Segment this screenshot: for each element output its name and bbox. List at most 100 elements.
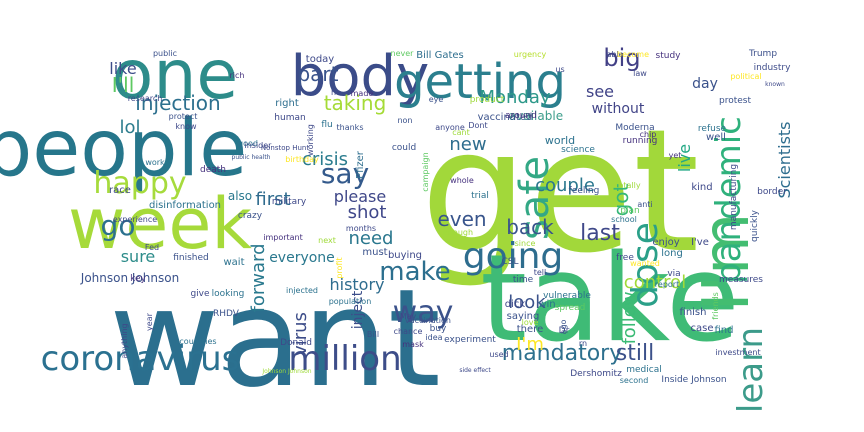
- word-learn: learn: [731, 327, 771, 413]
- word-shot: shot: [348, 202, 387, 223]
- word-rich: rich: [230, 71, 245, 80]
- word-wait: wait: [223, 257, 244, 268]
- word-wanted: wanted: [630, 259, 660, 268]
- word-non: non: [397, 116, 412, 125]
- word-see: see: [586, 82, 614, 101]
- word-like: like: [109, 59, 136, 78]
- word-getting: getting: [394, 54, 566, 110]
- word-safe: safe: [512, 156, 558, 240]
- word-anything: anything: [120, 323, 129, 358]
- word-flu: flu: [321, 120, 332, 130]
- word-want: want: [109, 260, 441, 417]
- word-totally: totally: [615, 181, 641, 190]
- word-pfizer: Pfizer: [355, 150, 366, 179]
- word-couple: couple: [535, 175, 595, 196]
- word-nonstop-hunt: Nonstop Hunt: [261, 144, 309, 152]
- word-time: time: [513, 275, 534, 285]
- word-important: important: [263, 233, 303, 242]
- word-i-m: I'm: [690, 213, 764, 312]
- word-inject: inject: [350, 290, 366, 329]
- word-find: find: [715, 325, 734, 336]
- word-without: without: [592, 101, 645, 117]
- word-tell: tell: [534, 268, 547, 277]
- word-law: law: [633, 69, 647, 78]
- word-csl: CSL: [501, 257, 518, 267]
- word-make: make: [379, 257, 450, 287]
- word-he: he: [331, 88, 341, 97]
- word-virus: virus: [290, 312, 311, 356]
- word-investment: investment: [715, 348, 760, 357]
- word-chip: chip: [640, 130, 657, 139]
- word-mandatory: mandatory: [502, 341, 622, 366]
- word-next: next: [318, 236, 336, 245]
- word-please: please: [334, 187, 386, 206]
- word-may: May: [400, 312, 417, 321]
- word-protest: protest: [719, 96, 751, 106]
- word-i-ll: I'll: [112, 73, 135, 97]
- word-rhdv: RHDV: [213, 309, 240, 319]
- word-plan: plan: [620, 206, 639, 216]
- word-political: political: [730, 72, 761, 81]
- word-made: made: [351, 89, 374, 98]
- word-working: working: [306, 124, 315, 156]
- word-second: second: [620, 376, 649, 385]
- word-control: control: [624, 272, 686, 293]
- word-back: back: [506, 215, 554, 239]
- word-last: last: [580, 221, 620, 246]
- word-months: months: [346, 224, 376, 233]
- word-us: us: [555, 65, 564, 74]
- word-since: since: [515, 239, 536, 248]
- word-bill-gates: Bill Gates: [416, 50, 464, 61]
- word-around: around: [505, 111, 537, 121]
- word-even: even: [437, 207, 486, 231]
- word-i-m: I'm: [516, 334, 544, 355]
- word-population: population: [329, 297, 372, 306]
- word-well: well: [706, 132, 726, 143]
- word-sure: sure: [121, 247, 156, 266]
- word-quickly: quickly: [750, 209, 760, 242]
- word-could: could: [392, 143, 416, 153]
- word-military: military: [272, 197, 307, 207]
- word-forward: forward: [248, 243, 269, 312]
- word-crisis: crisis: [302, 149, 348, 170]
- word-injected: injected: [286, 286, 318, 295]
- word-love: love: [522, 318, 539, 327]
- word-taking: taking: [324, 91, 387, 115]
- word-insider: insider: [245, 141, 273, 150]
- word-trial: trial: [471, 191, 489, 201]
- word-eye: eye: [429, 95, 444, 104]
- word-research: research: [128, 94, 163, 103]
- word-bill: Bill: [367, 330, 379, 339]
- word-today: today: [306, 54, 335, 65]
- word-enough: enough: [443, 228, 473, 237]
- word-anti: anti: [637, 200, 652, 209]
- word-first: first: [255, 189, 290, 210]
- word-experiment: experiment: [444, 335, 496, 345]
- word-johnson-johnson: Johnson Johnson: [261, 368, 311, 375]
- word-thanks: thanks: [337, 123, 364, 132]
- word-refuse: refuse: [698, 124, 727, 134]
- word-dershomitz: Dershomitz: [570, 369, 622, 379]
- word-able: able: [606, 50, 623, 59]
- word-day: day: [692, 76, 718, 92]
- word-follow: follow: [619, 291, 640, 344]
- word-injection: injection: [135, 91, 220, 115]
- word-going: going: [463, 236, 564, 277]
- word-finish: finish: [680, 307, 707, 318]
- word-coronavirus: coronavirus: [41, 339, 240, 379]
- word-science: science: [561, 145, 595, 155]
- word-body: body: [291, 44, 430, 109]
- word-ago: ago: [559, 319, 568, 334]
- word-dont: Dont: [468, 121, 487, 130]
- word-good: good: [238, 139, 258, 148]
- word-finished: finished: [173, 253, 209, 263]
- word-via: via: [667, 269, 680, 279]
- word-win: win: [538, 299, 555, 310]
- word-live: live: [675, 144, 694, 172]
- word-measures: measures: [719, 275, 763, 285]
- word-take: take: [480, 230, 740, 369]
- word-rn: rn: [579, 339, 587, 348]
- word-look: look: [508, 292, 546, 313]
- word-also: also: [228, 189, 252, 203]
